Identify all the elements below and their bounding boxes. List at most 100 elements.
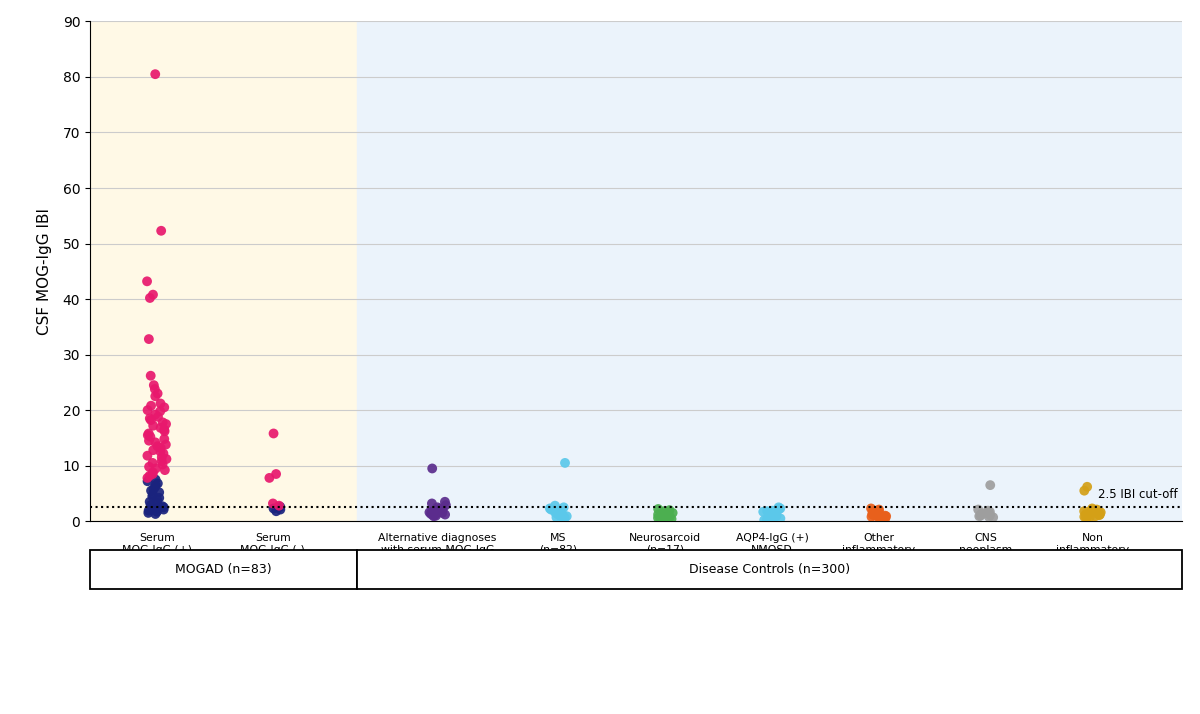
Point (754, 506, 773, 518)
Y-axis label: CSF MOG-IgG IBI: CSF MOG-IgG IBI (36, 208, 52, 335)
Point (431, 503, 450, 514)
Point (763, 505, 782, 516)
Point (156, 439, 175, 451)
Point (659, 507, 678, 518)
Point (980, 506, 1000, 518)
Point (980, 479, 1000, 491)
Point (872, 514, 892, 526)
Point (144, 379, 163, 391)
Point (143, 467, 162, 478)
Point (769, 502, 788, 513)
Point (151, 422, 170, 433)
Point (138, 429, 157, 441)
Point (1086, 511, 1105, 522)
Point (876, 511, 895, 522)
Point (266, 468, 286, 480)
Point (433, 504, 452, 516)
Point (140, 413, 160, 424)
Point (762, 508, 781, 520)
Point (757, 506, 776, 517)
Point (142, 499, 161, 511)
Point (145, 481, 164, 493)
Point (1080, 512, 1099, 523)
Point (1082, 504, 1102, 516)
Point (151, 446, 170, 458)
Point (648, 503, 667, 515)
Point (652, 509, 671, 521)
Point (1078, 513, 1097, 524)
Point (149, 411, 168, 423)
Bar (358, 21, 1182, 521)
Point (554, 513, 574, 524)
Point (154, 417, 173, 428)
Point (1076, 512, 1096, 523)
Point (155, 402, 174, 413)
Point (546, 507, 565, 518)
Point (259, 472, 278, 483)
Point (150, 492, 169, 503)
Point (556, 457, 575, 468)
Point (271, 504, 290, 516)
Point (770, 513, 790, 524)
Point (557, 511, 576, 522)
Point (152, 452, 172, 463)
Point (868, 507, 887, 518)
Point (870, 514, 889, 526)
Point (139, 333, 158, 345)
Point (872, 512, 892, 523)
Point (145, 409, 164, 421)
Point (427, 508, 446, 519)
Point (654, 512, 673, 523)
Point (422, 506, 442, 518)
Point (271, 501, 290, 513)
Point (1087, 504, 1106, 516)
Point (548, 506, 568, 517)
Point (553, 508, 572, 520)
Point (155, 424, 174, 436)
Point (862, 511, 881, 523)
Point (421, 508, 440, 520)
Point (424, 511, 443, 522)
Point (764, 511, 784, 523)
Point (154, 502, 173, 513)
Point (143, 468, 162, 480)
Point (142, 400, 161, 411)
Point (1090, 507, 1109, 518)
Point (148, 388, 167, 399)
Point (652, 513, 671, 524)
Point (1075, 485, 1094, 496)
Point (865, 508, 884, 519)
Point (155, 433, 174, 445)
Point (1074, 506, 1093, 517)
Point (766, 511, 785, 522)
Point (266, 506, 286, 517)
Point (864, 509, 883, 521)
Point (540, 503, 559, 514)
Point (270, 500, 289, 511)
Point (660, 504, 679, 516)
Point (972, 508, 991, 520)
Point (264, 503, 283, 514)
Point (139, 505, 158, 516)
Point (138, 472, 157, 483)
Point (1078, 510, 1097, 521)
Point (980, 509, 1000, 521)
Point (148, 494, 167, 506)
Point (760, 513, 779, 525)
Point (970, 511, 989, 522)
Point (142, 414, 161, 426)
Point (139, 461, 158, 473)
Point (151, 442, 170, 453)
Point (556, 512, 575, 523)
Point (424, 509, 443, 521)
Point (770, 503, 790, 514)
Point (662, 513, 682, 525)
Point (659, 511, 678, 522)
Point (656, 508, 676, 519)
Point (971, 510, 990, 521)
Point (1076, 508, 1096, 520)
Point (862, 503, 881, 514)
Point (148, 441, 167, 452)
Point (148, 498, 167, 509)
Point (541, 504, 560, 516)
